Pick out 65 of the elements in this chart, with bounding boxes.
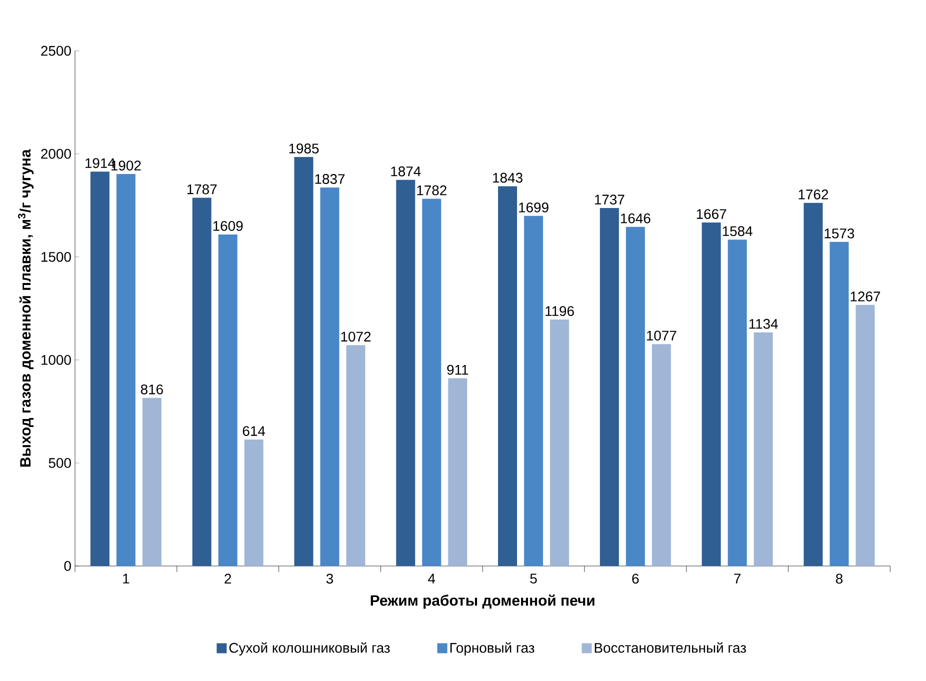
data-label: 1609 (213, 221, 243, 231)
x-axis-title: Режим работы доменной печи (370, 594, 594, 609)
bar (320, 187, 340, 566)
data-label: 1646 (620, 213, 650, 224)
data-label: 911 (447, 364, 468, 375)
bar (244, 439, 264, 566)
bar (90, 172, 110, 566)
y-tick-label: 2500 (41, 46, 71, 56)
x-tick-label: 3 (326, 574, 333, 584)
data-label: 1667 (696, 209, 726, 219)
legend-label: Сухой колошниковый газ (229, 642, 390, 656)
bar (218, 234, 238, 566)
data-label: 1737 (594, 194, 624, 205)
data-label: 1077 (646, 330, 676, 341)
bar (294, 156, 314, 566)
bar (702, 222, 721, 566)
bar (498, 186, 518, 566)
bar (422, 198, 442, 566)
x-tick-label: 8 (836, 574, 842, 584)
data-label: 1787 (187, 184, 217, 194)
data-label: 1874 (391, 166, 421, 176)
y-tick-label: 1500 (42, 252, 71, 262)
bar (142, 398, 162, 566)
data-label: 1782 (417, 185, 446, 196)
x-tick-label: 2 (224, 574, 232, 584)
data-label: 1837 (315, 174, 345, 184)
bar (550, 320, 570, 566)
y-axis-title: Выход газов доменной плавки, м$^{3}$/г чугуна (18, 149, 34, 467)
x-tick-label: 7 (734, 574, 741, 584)
data-label: 1267 (850, 292, 880, 302)
bar (192, 198, 212, 566)
data-label: 1762 (798, 190, 828, 200)
data-label: 1584 (722, 226, 752, 236)
y-tick-label: 0 (64, 561, 71, 571)
y-tick-label: 500 (48, 458, 71, 468)
data-label: 1699 (519, 202, 548, 212)
data-label: 1573 (824, 228, 854, 238)
x-tick-label: 6 (632, 574, 639, 584)
bar (448, 378, 468, 566)
data-label: 816 (140, 384, 163, 394)
data-label: 1072 (341, 332, 371, 342)
data-label: 1134 (749, 318, 778, 329)
bar (856, 304, 875, 566)
bar (804, 202, 823, 566)
data-label: 614 (242, 426, 266, 436)
bar (652, 344, 671, 566)
x-tick-label: 4 (428, 574, 436, 584)
data-label: 1196 (546, 306, 574, 316)
bar (524, 216, 544, 566)
bar (830, 242, 849, 566)
x-tick-label: 1 (123, 574, 130, 584)
data-label: 1843 (493, 172, 522, 183)
bar (346, 345, 366, 566)
bar (626, 226, 645, 566)
bar (600, 208, 619, 566)
y-tick-label: 2000 (41, 148, 71, 159)
y-tick-label: 1000 (42, 354, 71, 365)
bar (728, 240, 747, 566)
legend-label: Восстановительный газ (594, 642, 746, 653)
x-tick-label: 5 (530, 574, 537, 584)
bar (116, 174, 136, 566)
data-label: 1985 (289, 144, 319, 154)
bar (396, 180, 416, 566)
bar (754, 332, 773, 566)
legend-label: Горновый газ (450, 642, 534, 656)
